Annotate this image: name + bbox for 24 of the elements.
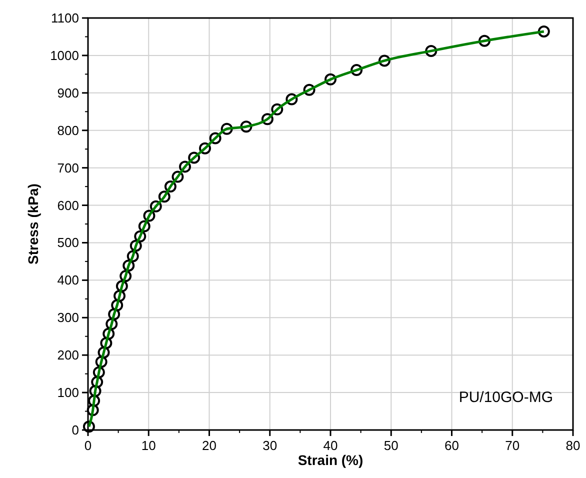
y-axis-title: Stress (kPa)	[25, 184, 41, 264]
y-tick-label: 0	[72, 422, 79, 438]
x-tick-label: 60	[444, 438, 459, 453]
y-tick-label: 200	[57, 348, 79, 363]
x-axis-title: Strain (%)	[298, 452, 364, 468]
x-tick-label: 0	[84, 438, 92, 453]
y-tick-label: 800	[57, 122, 79, 138]
x-tick-label: 10	[141, 438, 156, 453]
annotation: PU/10GO-MG	[458, 389, 553, 406]
y-tick-label: 900	[57, 85, 79, 100]
x-tick-label: 30	[262, 438, 278, 453]
y-tick-label: 100	[57, 385, 79, 400]
y-tick-label: 1000	[50, 48, 79, 63]
y-tick-label: 600	[57, 198, 79, 213]
y-tick-label: 500	[57, 235, 79, 250]
x-tick-label: 70	[505, 438, 520, 453]
x-tick-label: 40	[323, 438, 338, 453]
x-tick-label: 20	[202, 438, 216, 453]
y-tick-label: 400	[57, 272, 79, 288]
y-tick-label: 700	[57, 160, 79, 176]
y-tick-label: 300	[57, 310, 79, 326]
x-tick-label: 50	[384, 438, 398, 453]
y-tick-label: 1100	[51, 10, 79, 26]
x-tick-label: 80	[566, 438, 580, 453]
